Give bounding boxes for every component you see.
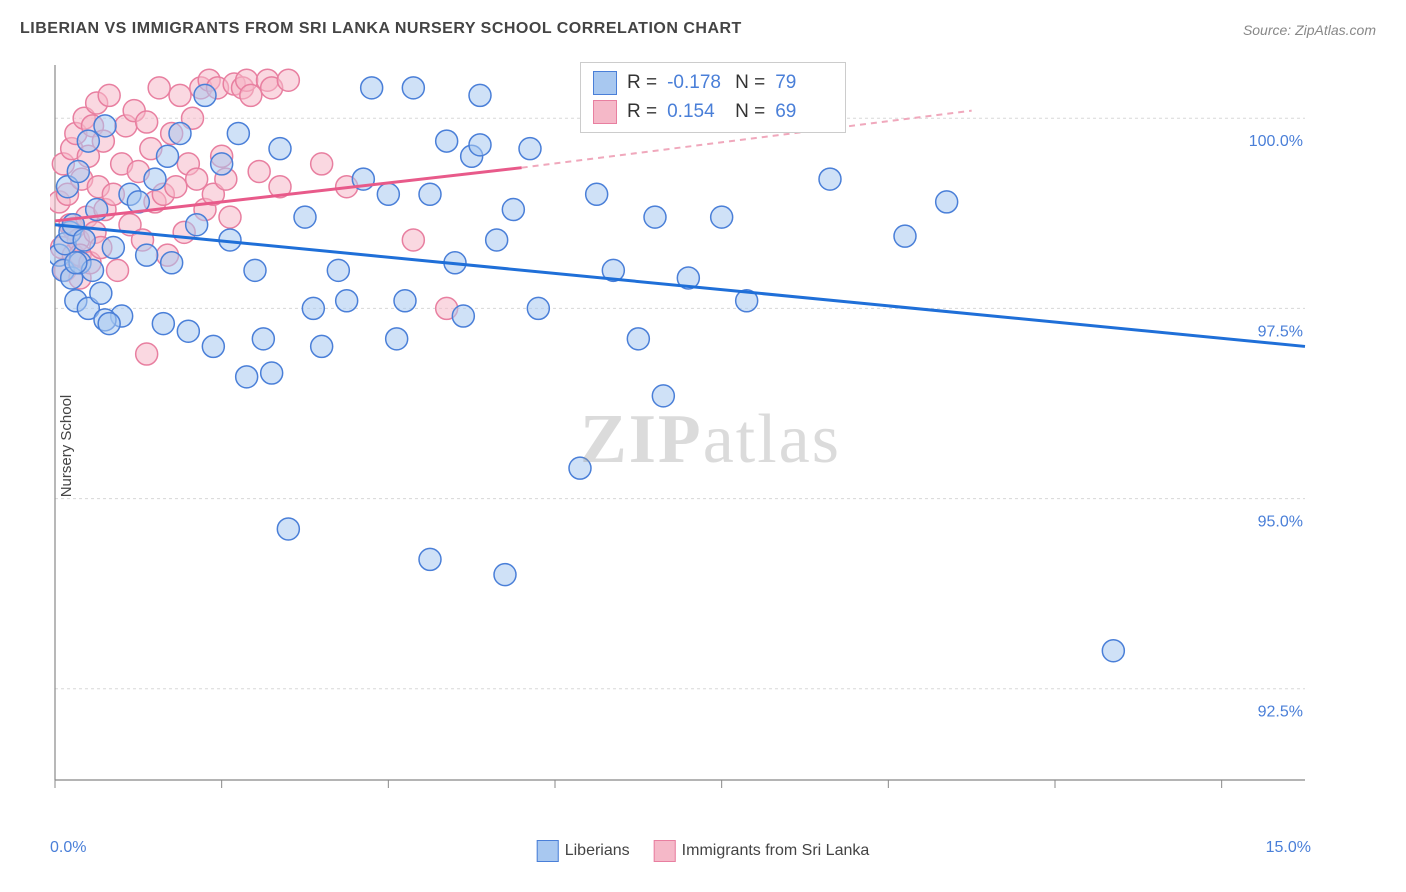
legend-label: Liberians xyxy=(565,842,630,859)
svg-text:95.0%: 95.0% xyxy=(1258,514,1303,531)
r-label: R = xyxy=(627,98,657,127)
svg-text:97.5%: 97.5% xyxy=(1258,323,1303,340)
watermark-bold: ZIP xyxy=(580,401,703,478)
watermark: ZIPatlas xyxy=(580,400,841,480)
legend-label: Immigrants from Sri Lanka xyxy=(682,842,870,859)
n-value-liberians: 79 xyxy=(775,69,833,98)
x-axis-max-label: 15.0% xyxy=(1266,839,1311,857)
stats-row-liberians: R = -0.178 N = 79 xyxy=(593,69,833,98)
bottom-legend: Liberians Immigrants from Sri Lanka xyxy=(537,840,870,862)
n-label: N = xyxy=(735,69,765,98)
svg-text:100.0%: 100.0% xyxy=(1249,133,1303,150)
r-value-srilanka: 0.154 xyxy=(667,98,725,127)
stats-legend-box: R = -0.178 N = 79 R = 0.154 N = 69 xyxy=(580,62,846,133)
legend-item: Immigrants from Sri Lanka xyxy=(654,840,870,862)
legend-swatch xyxy=(654,840,676,862)
x-axis-min-label: 0.0% xyxy=(50,839,86,857)
legend-swatch xyxy=(537,840,559,862)
legend-item: Liberians xyxy=(537,840,630,862)
chart-title: LIBERIAN VS IMMIGRANTS FROM SRI LANKA NU… xyxy=(20,20,742,38)
r-label: R = xyxy=(627,69,657,98)
source-attribution: Source: ZipAtlas.com xyxy=(1243,22,1376,38)
r-value-liberians: -0.178 xyxy=(667,69,725,98)
n-label: N = xyxy=(735,98,765,127)
watermark-light: atlas xyxy=(703,401,841,478)
swatch-srilanka xyxy=(593,100,617,124)
svg-text:92.5%: 92.5% xyxy=(1258,704,1303,721)
n-value-srilanka: 69 xyxy=(775,98,833,127)
swatch-liberians xyxy=(593,71,617,95)
stats-row-srilanka: R = 0.154 N = 69 xyxy=(593,98,833,127)
